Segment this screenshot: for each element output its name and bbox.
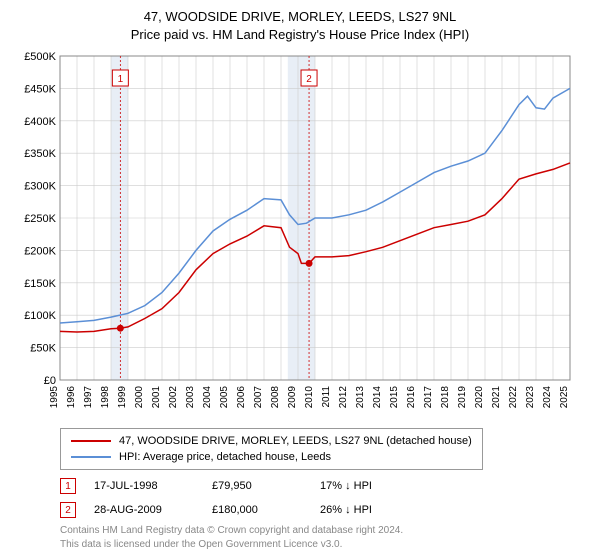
marker-badge-2: 2 — [60, 502, 76, 518]
svg-text:2015: 2015 — [389, 386, 400, 409]
svg-text:2008: 2008 — [270, 386, 281, 409]
svg-text:1999: 1999 — [117, 386, 128, 409]
svg-text:2006: 2006 — [236, 386, 247, 409]
svg-text:1998: 1998 — [100, 386, 111, 409]
svg-text:2020: 2020 — [474, 386, 485, 409]
svg-text:£400K: £400K — [24, 116, 56, 128]
legend-row-1: 47, WOODSIDE DRIVE, MORLEY, LEEDS, LS27 … — [71, 433, 472, 449]
svg-text:£350K: £350K — [24, 149, 56, 161]
svg-text:2012: 2012 — [338, 386, 349, 409]
legend-swatch-red — [71, 440, 111, 442]
marker-hpi-2: 26% ↓ HPI — [320, 504, 410, 516]
legend: 47, WOODSIDE DRIVE, MORLEY, LEEDS, LS27 … — [60, 428, 483, 470]
svg-text:2022: 2022 — [508, 386, 519, 409]
chart-svg: £0 £50K £100K £150K £200K £250K £300K £350K £400… — [14, 50, 574, 420]
svg-text:£300K: £300K — [24, 181, 56, 193]
svg-text:2001: 2001 — [151, 386, 162, 409]
marker-badge-1: 1 — [60, 478, 76, 494]
svg-text:2014: 2014 — [372, 386, 383, 409]
svg-text:2019: 2019 — [457, 386, 468, 409]
title-line-2: Price paid vs. HM Land Registry's House … — [14, 26, 586, 44]
svg-text:2017: 2017 — [423, 386, 434, 409]
svg-text:£500K: £500K — [24, 51, 56, 63]
svg-text:2: 2 — [306, 74, 312, 85]
footnote: Contains HM Land Registry data © Crown c… — [60, 524, 586, 552]
svg-text:2021: 2021 — [491, 386, 502, 409]
svg-text:1: 1 — [118, 74, 124, 85]
svg-text:2025: 2025 — [559, 386, 570, 409]
svg-text:2010: 2010 — [304, 386, 315, 409]
title-line-1: 47, WOODSIDE DRIVE, MORLEY, LEEDS, LS27 … — [14, 8, 586, 26]
svg-text:1995: 1995 — [49, 386, 60, 409]
svg-text:£100K: £100K — [24, 311, 56, 323]
legend-label-2: HPI: Average price, detached house, Leed… — [119, 451, 331, 463]
svg-text:2016: 2016 — [406, 386, 417, 409]
svg-text:2024: 2024 — [542, 386, 553, 409]
svg-text:2013: 2013 — [355, 386, 366, 409]
svg-text:£0: £0 — [44, 375, 56, 387]
svg-text:1997: 1997 — [83, 386, 94, 409]
footnote-line-1: Contains HM Land Registry data © Crown c… — [60, 524, 586, 538]
svg-text:2007: 2007 — [253, 386, 264, 409]
chart: £0 £50K £100K £150K £200K £250K £300K £350K £400… — [14, 50, 586, 420]
svg-text:2004: 2004 — [202, 386, 213, 409]
marker-row-2: 2 28-AUG-2009 £180,000 26% ↓ HPI — [60, 502, 586, 518]
svg-text:2011: 2011 — [321, 386, 332, 408]
svg-text:£450K: £450K — [24, 84, 56, 96]
legend-label-1: 47, WOODSIDE DRIVE, MORLEY, LEEDS, LS27 … — [119, 435, 472, 447]
svg-text:2018: 2018 — [440, 386, 451, 409]
svg-text:2009: 2009 — [287, 386, 298, 409]
svg-text:2002: 2002 — [168, 386, 179, 409]
marker-price-2: £180,000 — [212, 504, 302, 516]
footnote-line-2: This data is licensed under the Open Gov… — [60, 538, 586, 552]
svg-text:2005: 2005 — [219, 386, 230, 409]
marker-price-1: £79,950 — [212, 480, 302, 492]
page-root: 47, WOODSIDE DRIVE, MORLEY, LEEDS, LS27 … — [0, 0, 600, 560]
legend-row-2: HPI: Average price, detached house, Leed… — [71, 449, 472, 465]
marker-hpi-1: 17% ↓ HPI — [320, 480, 410, 492]
marker-date-2: 28-AUG-2009 — [94, 504, 194, 516]
title-block: 47, WOODSIDE DRIVE, MORLEY, LEEDS, LS27 … — [14, 8, 586, 44]
svg-text:£50K: £50K — [30, 343, 56, 355]
svg-text:2023: 2023 — [525, 386, 536, 409]
svg-text:£200K: £200K — [24, 246, 56, 258]
svg-text:£250K: £250K — [24, 213, 56, 225]
legend-swatch-blue — [71, 456, 111, 458]
marker-date-1: 17-JUL-1998 — [94, 480, 194, 492]
marker-row-1: 1 17-JUL-1998 £79,950 17% ↓ HPI — [60, 478, 586, 494]
svg-text:£150K: £150K — [24, 278, 56, 290]
svg-text:1996: 1996 — [66, 386, 77, 409]
svg-text:2003: 2003 — [185, 386, 196, 409]
svg-text:2000: 2000 — [134, 386, 145, 409]
